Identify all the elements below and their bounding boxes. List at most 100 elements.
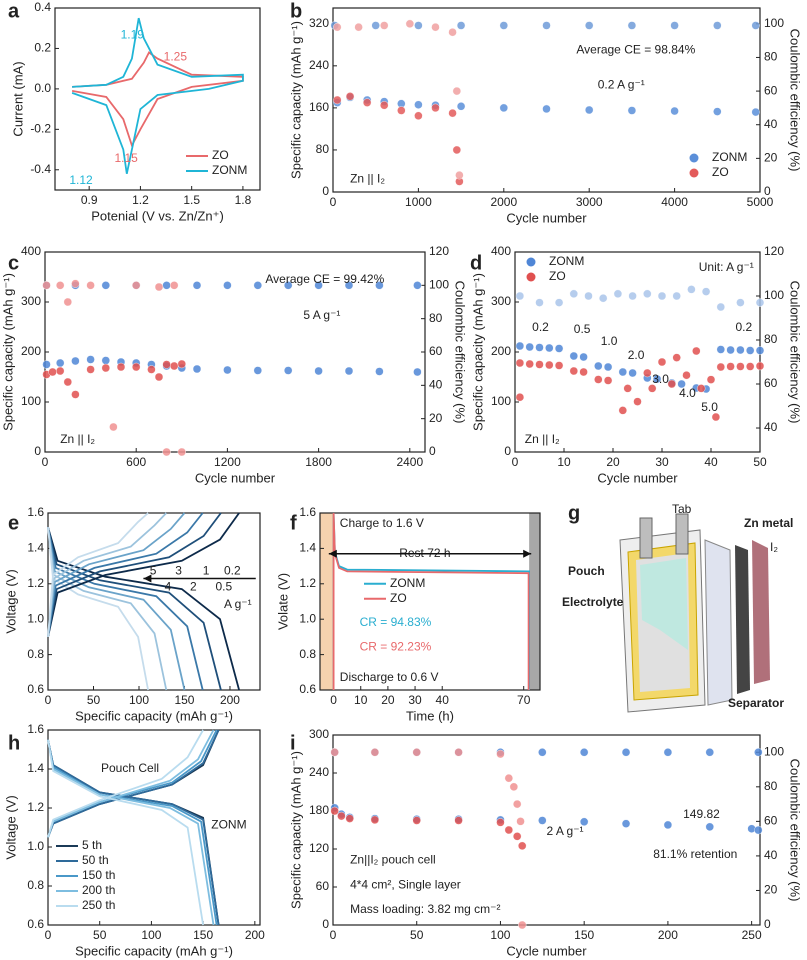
data-point [63,377,73,387]
tab [675,513,689,555]
legend-label: 50 th [82,853,109,867]
shaded-region [320,513,334,690]
annotation: 2.0 [628,348,645,362]
annotation: 1.25 [164,49,188,63]
data-point [284,366,293,375]
y2-tick-label: 0 [429,444,436,458]
annotation: Average CE = 99.42% [265,272,384,286]
annotation: Charge to 1.6 V [340,516,424,530]
x-tick-label: 100 [129,693,149,707]
data-point [192,281,202,290]
data-point [345,814,354,823]
annotation: 0.2 A g⁻¹ [598,77,645,91]
data-point [154,372,164,382]
data-point [333,22,342,32]
data-point [515,358,525,368]
arrow-head [523,549,532,558]
data-point [454,816,463,825]
data-point [412,816,421,825]
data-point [456,21,466,30]
data-point [670,21,679,30]
data-point [736,298,745,307]
data-point [516,817,525,826]
y-tick-label: 1.6 [299,505,316,519]
x-tick-label: 0.9 [81,193,98,207]
panel: b0 1000 2000 3000 4000 5000080160240320020406… [288,0,802,225]
annotation: 3 [175,564,182,578]
y-tick-label: 200 [21,344,41,358]
series-line [332,512,530,690]
data-point [657,291,667,301]
annotation: 0.2 [736,320,753,334]
y2-tick-label: 80 [764,779,778,793]
data-point [569,351,578,361]
label: I₂ [770,540,778,554]
annotation: 3.0 [652,372,669,386]
y-tick-label: 240 [309,765,329,779]
series-line [47,527,168,691]
arrow-head [143,574,152,583]
data-point [162,281,171,290]
data-point [504,773,514,783]
y-tick-label: 0.0 [34,81,51,95]
data-point [716,345,725,354]
data-point [455,170,464,180]
data-point [284,281,293,290]
y2-tick-label: 60 [764,814,778,828]
annotation: Rest 72 h [399,546,450,560]
x-tick-label: 5000 [747,195,774,209]
x-tick-label: 30 [408,693,422,707]
data-point [515,393,525,402]
data-point [431,22,440,32]
data-point [652,374,662,384]
legend-label: ZONM [549,254,584,268]
y2-tick-label: 80 [764,50,778,64]
data-point [452,145,462,155]
y2-tick-label: 40 [764,420,778,434]
y-axis-label: Volate (V) [275,573,290,630]
y2-tick-label: 80 [764,332,778,346]
data-point [657,357,667,367]
data-point [627,21,637,30]
plot-frame [319,512,541,691]
data-point [518,841,527,851]
x-tick-label: 50 [93,928,107,942]
series-line [47,729,220,926]
y-tick-label: 0 [322,917,329,931]
data-point [314,281,323,290]
data-point [643,289,652,299]
diagram: g Tab Zn metal I₂ Pouch Electrolyte Sepa… [562,502,793,713]
y-tick-label: 1.4 [27,761,44,775]
plot-frame [47,729,261,926]
x-axis-label: Cycle number [195,470,276,485]
data-point [414,21,423,30]
y-tick-label: 100 [491,394,511,408]
data-point [706,375,716,384]
y-axis-label: Specific capacity (mAh g⁻¹) [288,21,303,179]
y2-tick-label: 80 [429,311,443,325]
y-tick-label: 1.6 [27,722,44,736]
data-point [569,366,578,376]
data-point [515,341,525,351]
series-line [332,512,530,690]
x-axis-label: Cycle number [506,943,587,958]
series-line [47,527,186,691]
data-point [56,358,65,368]
y-tick-label: 60 [316,879,330,893]
y-tick-label: 300 [491,294,511,308]
y-tick-label: 400 [491,244,511,258]
data-point [223,365,232,375]
data-point [101,363,111,373]
data-point [579,748,589,757]
annotation: Zn||I₂ pouch cell [350,853,436,867]
data-point [177,447,187,457]
data-point [71,356,80,366]
data-point [431,103,440,113]
x-tick-label: 200 [245,928,265,942]
data-point [344,366,354,376]
data-point [538,748,547,757]
data-point [667,379,676,389]
y2-tick-label: 20 [764,151,778,165]
data-point [545,343,554,353]
annotation: 0.2 [532,320,549,334]
